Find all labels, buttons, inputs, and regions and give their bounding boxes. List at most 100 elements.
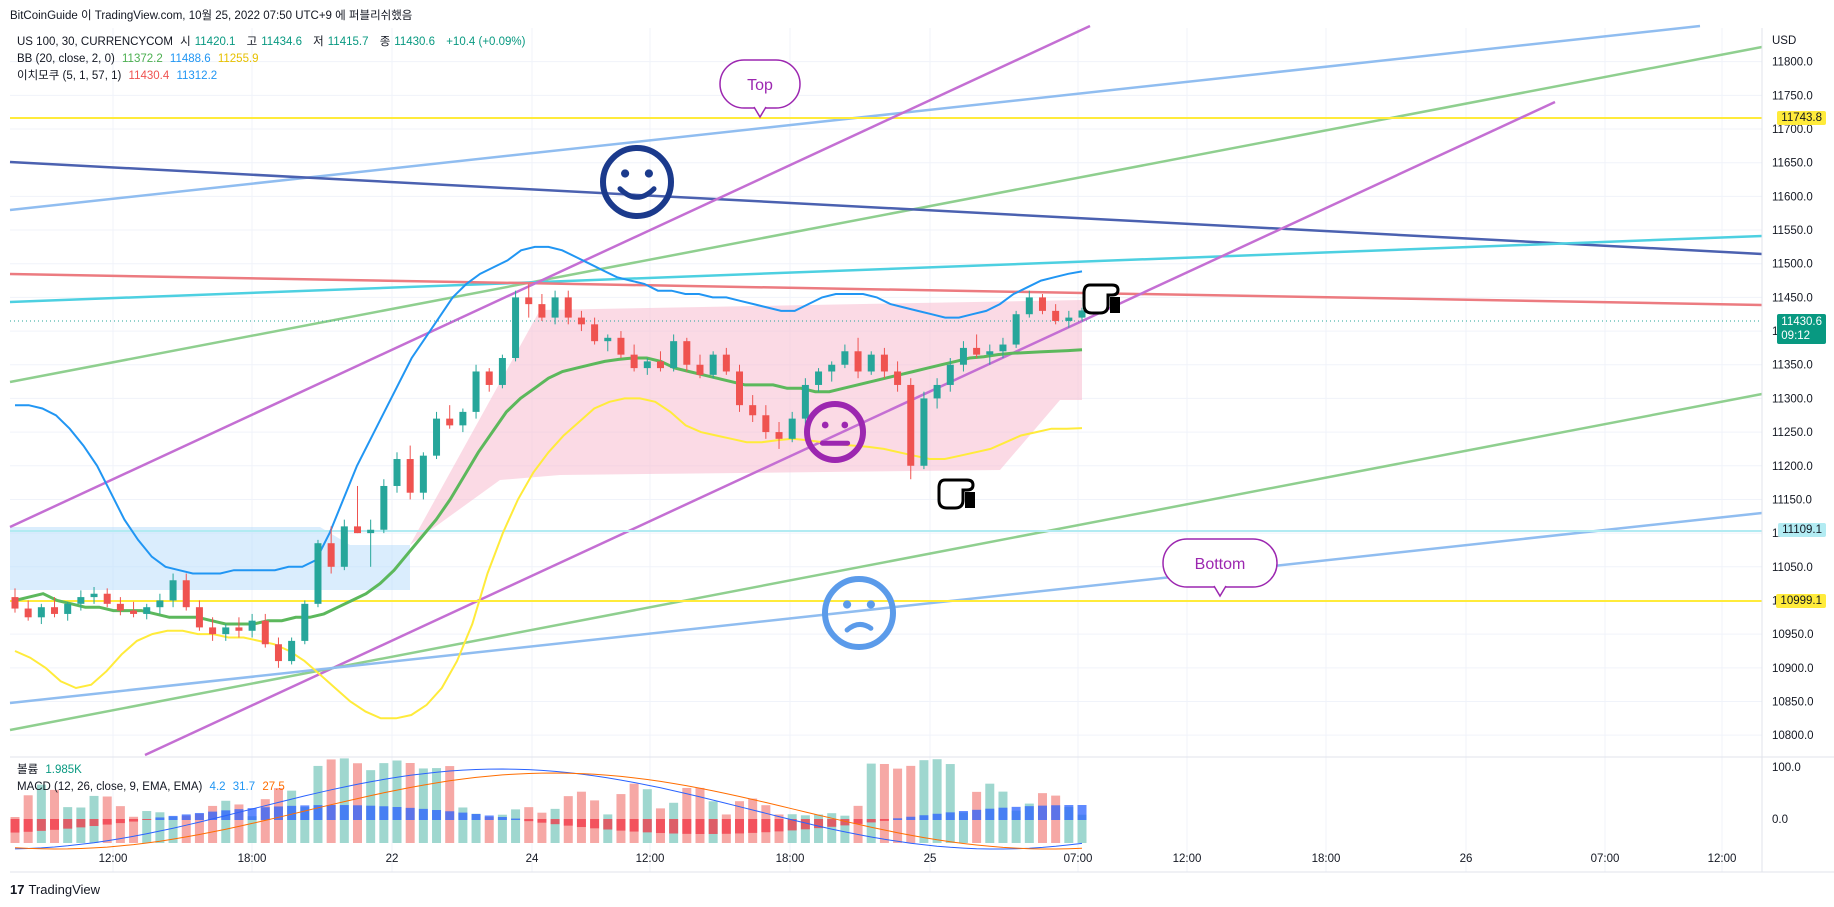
- candle-body: [156, 600, 164, 608]
- macd-histogram-bar: [669, 819, 679, 834]
- macd-histogram-bar: [497, 817, 507, 820]
- volume-bar: [682, 787, 692, 843]
- candle-body: [327, 543, 335, 567]
- callout-label: Bottom: [1195, 556, 1246, 573]
- hand-shape: [937, 478, 975, 510]
- price-tag-current: 11430.6 09:12: [1777, 314, 1826, 344]
- macd-tick-label: 0.0: [1772, 814, 1788, 826]
- macd-histogram-bar: [827, 819, 837, 827]
- candle-body: [472, 371, 480, 412]
- volume-bar: [827, 813, 837, 843]
- candle-body: [103, 593, 111, 604]
- candle-body: [643, 361, 651, 369]
- candle-body: [801, 384, 809, 419]
- price-tick-label: 10850.0: [1772, 696, 1814, 708]
- volume-bar: [932, 759, 942, 843]
- volume-bar: [497, 814, 507, 843]
- volume-bar: [840, 815, 850, 843]
- candle-body: [459, 411, 467, 426]
- candle-body: [11, 597, 19, 609]
- time-tick-label: 18:00: [238, 853, 267, 865]
- macd-histogram-bar: [432, 810, 442, 820]
- macd-histogram-bar: [23, 819, 33, 832]
- candle-body: [367, 529, 375, 534]
- macd-histogram-bar: [50, 819, 60, 830]
- macd-histogram-bar: [853, 819, 863, 824]
- volume-bar: [36, 784, 46, 843]
- candle-body: [736, 371, 744, 406]
- macd-histogram-bar: [458, 812, 468, 820]
- candle-body: [301, 603, 309, 641]
- candle-body: [973, 347, 981, 355]
- volume-bar: [208, 805, 218, 843]
- macd-histogram-bar: [287, 805, 297, 820]
- volume-bar: [1011, 810, 1021, 843]
- volume-bar: [432, 768, 442, 843]
- legend-high: 고 11434.6: [246, 36, 302, 48]
- volume-bar: [379, 763, 389, 843]
- candle-body: [24, 608, 32, 618]
- time-tick-label: 12:00: [1708, 853, 1737, 865]
- candle-body: [288, 640, 296, 662]
- macd-histogram-bar: [102, 819, 112, 825]
- callout-label: Top: [747, 77, 773, 94]
- candle-body: [828, 364, 836, 372]
- candle-body: [709, 354, 717, 375]
- volume-bar: [866, 763, 876, 843]
- candle-body: [894, 371, 902, 385]
- bottom-callout: Bottom: [1162, 538, 1278, 598]
- volume-bar: [879, 763, 889, 843]
- volume-bar: [642, 789, 652, 843]
- tradingview-footer[interactable]: 17 TradingView: [10, 882, 101, 897]
- price-tick-label: 10800.0: [1772, 730, 1814, 742]
- candle-body: [340, 526, 348, 567]
- volume-bar: [339, 758, 349, 843]
- face-eye: [843, 600, 852, 609]
- legend-open: 시 11420.1: [180, 36, 236, 48]
- candle-body: [446, 418, 454, 426]
- macd-histogram-bar: [194, 812, 204, 820]
- candle-body: [815, 371, 823, 385]
- time-tick-label: 26: [1460, 853, 1473, 865]
- volume-bar: [129, 816, 139, 843]
- time-tick-label: 25: [924, 853, 937, 865]
- macd-histogram-bar: [800, 819, 810, 830]
- volume-bar: [326, 759, 336, 843]
- callout-tail: [753, 106, 767, 119]
- smiley-sad-icon: [822, 576, 896, 650]
- volume-bar: [194, 813, 204, 843]
- candle-body: [498, 358, 506, 385]
- volume-bar: [247, 816, 257, 843]
- candle-body: [314, 543, 322, 604]
- macd-histogram-bar: [168, 815, 178, 820]
- volume-bar: [168, 816, 178, 843]
- cloud-area-blue: [10, 527, 410, 590]
- candle-body: [867, 354, 875, 372]
- time-tick-label: 07:00: [1591, 853, 1620, 865]
- volume-bar: [155, 812, 165, 843]
- candle-body: [248, 620, 256, 631]
- price-tick-label: 11300.0: [1772, 393, 1813, 405]
- macd-tick-label: 100.0: [1772, 762, 1801, 774]
- candle-body: [604, 337, 612, 342]
- candle-body: [591, 324, 599, 342]
- candle-body: [419, 455, 427, 493]
- candle-body: [525, 297, 533, 305]
- trendline-navy: [9, 160, 1763, 256]
- volume-bar: [471, 813, 481, 843]
- legend-symbol: US 100, 30, CURRENCYCOM: [17, 36, 173, 48]
- time-tick-label: 22: [386, 853, 399, 865]
- price-tick-label: 10950.0: [1772, 629, 1814, 641]
- volume-bar: [352, 763, 362, 843]
- macd-histogram-bar: [405, 807, 415, 820]
- candle-body: [577, 317, 585, 325]
- macd-histogram-bar: [893, 818, 903, 820]
- trendline-red: [9, 272, 1763, 307]
- price-tick-label: 11200.0: [1772, 461, 1813, 473]
- price-axis-unit: USD: [1772, 35, 1796, 47]
- candle-body: [933, 384, 941, 399]
- price-tick-label: 11800.0: [1772, 57, 1813, 69]
- candle-body: [696, 364, 704, 375]
- macd-histogram-bar: [1024, 806, 1034, 820]
